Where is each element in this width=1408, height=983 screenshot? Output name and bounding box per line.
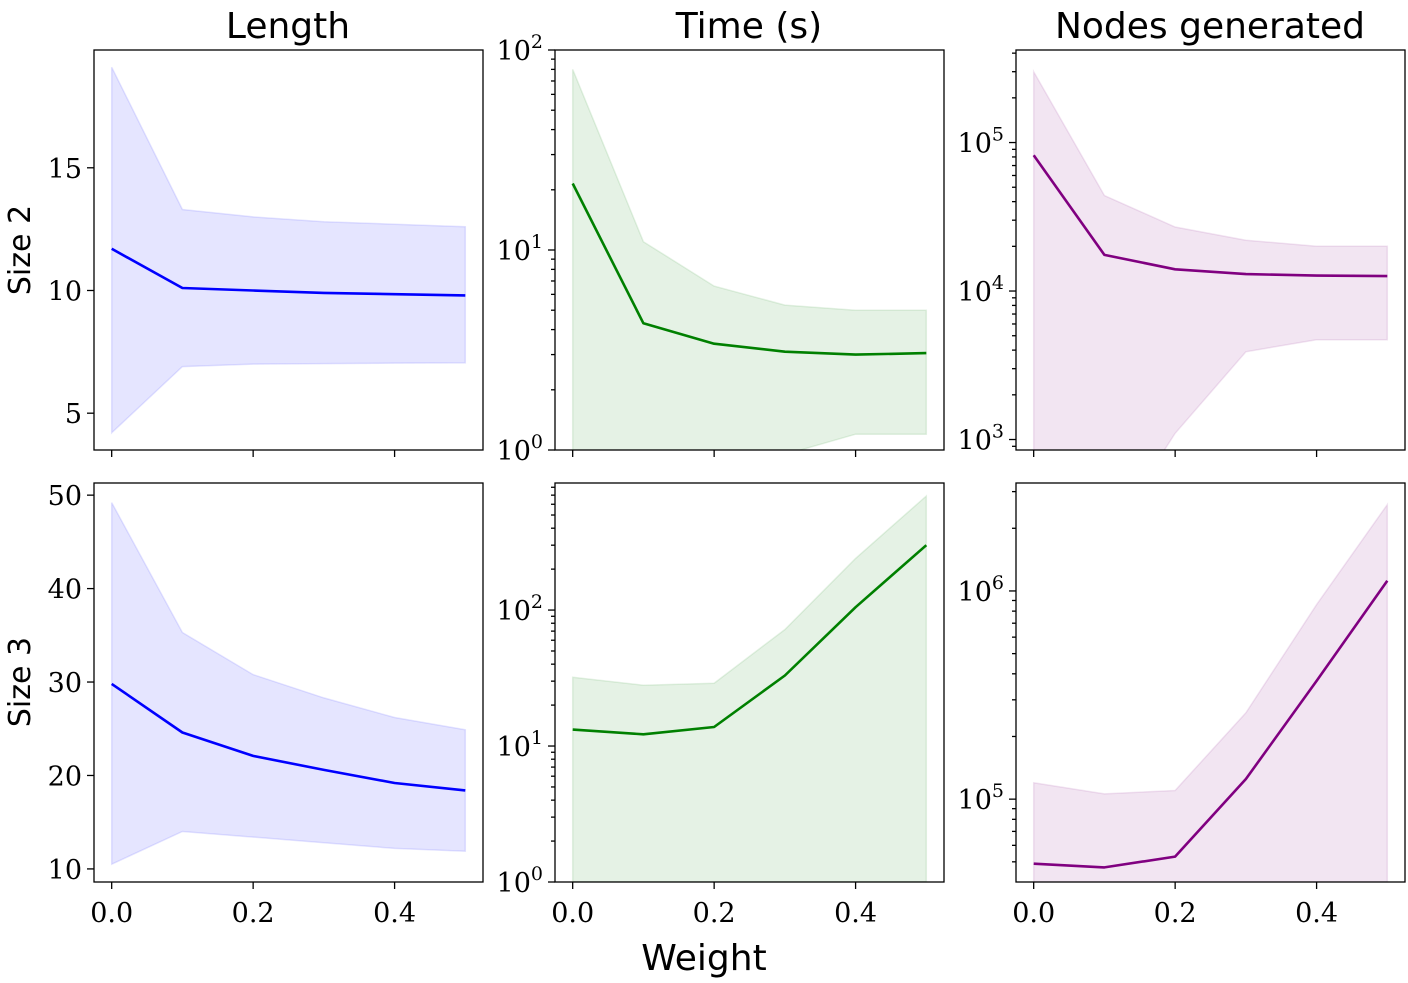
y-tick-label-time-size2-2: 102 bbox=[497, 31, 543, 67]
y-tick-label-length-size3-2: 30 bbox=[48, 668, 82, 699]
row-label-size-2: Size 2 bbox=[3, 205, 38, 295]
y-tick-label-length-size3-1: 20 bbox=[48, 761, 82, 792]
column-title-time: Time (s) bbox=[675, 6, 822, 47]
x-tick-label-time-size3-0: 0.0 bbox=[551, 898, 594, 929]
row-label-size-3: Size 3 bbox=[3, 637, 38, 727]
panel-nodes-size3: 0.0 0.2 0.4 105 106 bbox=[958, 482, 1406, 929]
y-tick-label-time-size3-2: 102 bbox=[497, 591, 543, 627]
y-tick-label-length-size3-4: 50 bbox=[48, 481, 82, 512]
x-tick-label-nodes-size3-1: 0.2 bbox=[1154, 898, 1197, 929]
plot-area-length-size3 bbox=[110, 502, 467, 866]
panels: 5 10 15 100 101 102 103 104 105 0.0 0.2 0.4 10 20 30 40… bbox=[48, 31, 1406, 929]
series-line-time-size2 bbox=[571, 182, 927, 356]
y-tick-label-time-size3-1: 101 bbox=[497, 727, 543, 763]
axes-frame-time-size3 bbox=[554, 482, 945, 883]
y-tick-label-nodes-size3-1: 106 bbox=[958, 572, 1004, 608]
series-line-length-size3 bbox=[110, 682, 466, 792]
x-tick-label-time-size3-2: 0.4 bbox=[834, 898, 877, 929]
series-line-nodes-size2 bbox=[1032, 154, 1388, 278]
panel-length-size2: 5 10 15 bbox=[48, 49, 484, 457]
y-tick-label-length-size3-0: 10 bbox=[48, 855, 82, 886]
x-tick-label-length-size3-2: 0.4 bbox=[373, 898, 416, 929]
y-tick-label-nodes-size2-1: 104 bbox=[958, 272, 1004, 308]
plot-area-nodes-size3 bbox=[1032, 502, 1389, 882]
confidence-band-time-size3 bbox=[571, 494, 928, 882]
y-tick-label-length-size2-0: 5 bbox=[65, 399, 82, 430]
x-tick-label-length-size3-1: 0.2 bbox=[232, 898, 275, 929]
x-tick-label-time-size3-1: 0.2 bbox=[693, 898, 736, 929]
panel-time-size3: 0.0 0.2 0.4 100 101 102 bbox=[497, 482, 945, 929]
x-tick-label-nodes-size3-2: 0.4 bbox=[1295, 898, 1338, 929]
series-line-length-size2 bbox=[111, 247, 466, 297]
y-tick-label-time-size2-0: 100 bbox=[497, 431, 543, 467]
series-line-nodes-size3 bbox=[1033, 579, 1389, 869]
confidence-band-length-size2 bbox=[110, 66, 467, 435]
plot-area-nodes-size2 bbox=[1032, 68, 1389, 450]
confidence-band-nodes-size2 bbox=[1032, 68, 1389, 450]
column-title-nodes: Nodes generated bbox=[1055, 6, 1365, 47]
x-tick-label-nodes-size3-0: 0.0 bbox=[1012, 898, 1055, 929]
plot-area-time-size3 bbox=[571, 494, 928, 882]
confidence-band-nodes-size3 bbox=[1032, 502, 1389, 882]
y-tick-label-nodes-size2-2: 105 bbox=[958, 124, 1004, 160]
plot-area-length-size2 bbox=[110, 66, 467, 435]
plot-area-time-size2 bbox=[571, 69, 928, 450]
x-tick-label-length-size3-0: 0.0 bbox=[90, 898, 133, 929]
panel-time-size2: 100 101 102 bbox=[497, 31, 945, 467]
y-tick-label-length-size3-3: 40 bbox=[48, 575, 82, 606]
y-tick-label-time-size3-0: 100 bbox=[497, 863, 543, 899]
x-axis-label: Weight bbox=[641, 938, 766, 979]
column-title-length: Length bbox=[226, 6, 350, 47]
confidence-band-length-size3 bbox=[110, 502, 467, 866]
panel-length-size3: 0.0 0.2 0.4 10 20 30 40 50 bbox=[48, 481, 484, 929]
panel-nodes-size2: 103 104 105 bbox=[958, 49, 1406, 457]
y-tick-label-length-size2-1: 10 bbox=[48, 276, 82, 307]
axes-frame-length-size2 bbox=[93, 49, 484, 451]
y-tick-label-length-size2-2: 15 bbox=[48, 154, 82, 185]
axes-frame-nodes-size2 bbox=[1015, 49, 1406, 451]
y-tick-label-nodes-size3-0: 105 bbox=[958, 780, 1004, 816]
axes-frame-nodes-size3 bbox=[1015, 482, 1406, 883]
y-tick-label-nodes-size2-0: 103 bbox=[958, 421, 1004, 457]
series-line-time-size3 bbox=[572, 544, 928, 736]
y-tick-label-time-size2-1: 101 bbox=[497, 231, 543, 267]
